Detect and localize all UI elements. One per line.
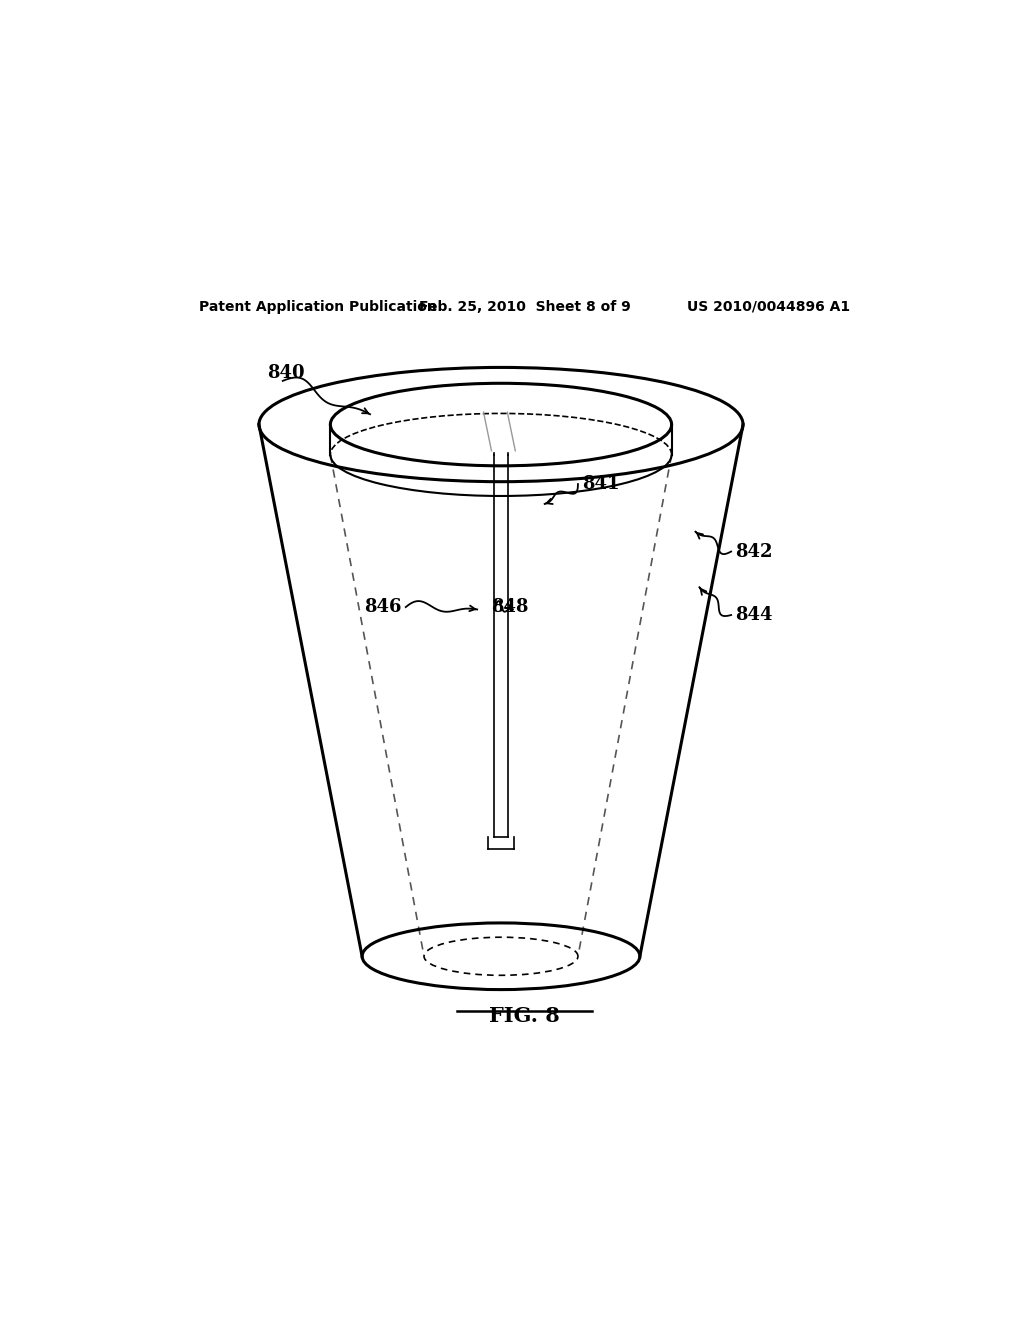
Text: Patent Application Publication: Patent Application Publication [200,300,437,314]
Text: 842: 842 [735,543,772,561]
Text: 841: 841 [582,475,620,494]
Text: 846: 846 [365,598,401,616]
Text: 844: 844 [735,606,772,624]
Text: 848: 848 [490,598,528,616]
Text: Feb. 25, 2010  Sheet 8 of 9: Feb. 25, 2010 Sheet 8 of 9 [419,300,631,314]
Text: FIG. 8: FIG. 8 [489,1006,560,1026]
Text: 840: 840 [267,364,304,381]
Text: US 2010/0044896 A1: US 2010/0044896 A1 [687,300,850,314]
